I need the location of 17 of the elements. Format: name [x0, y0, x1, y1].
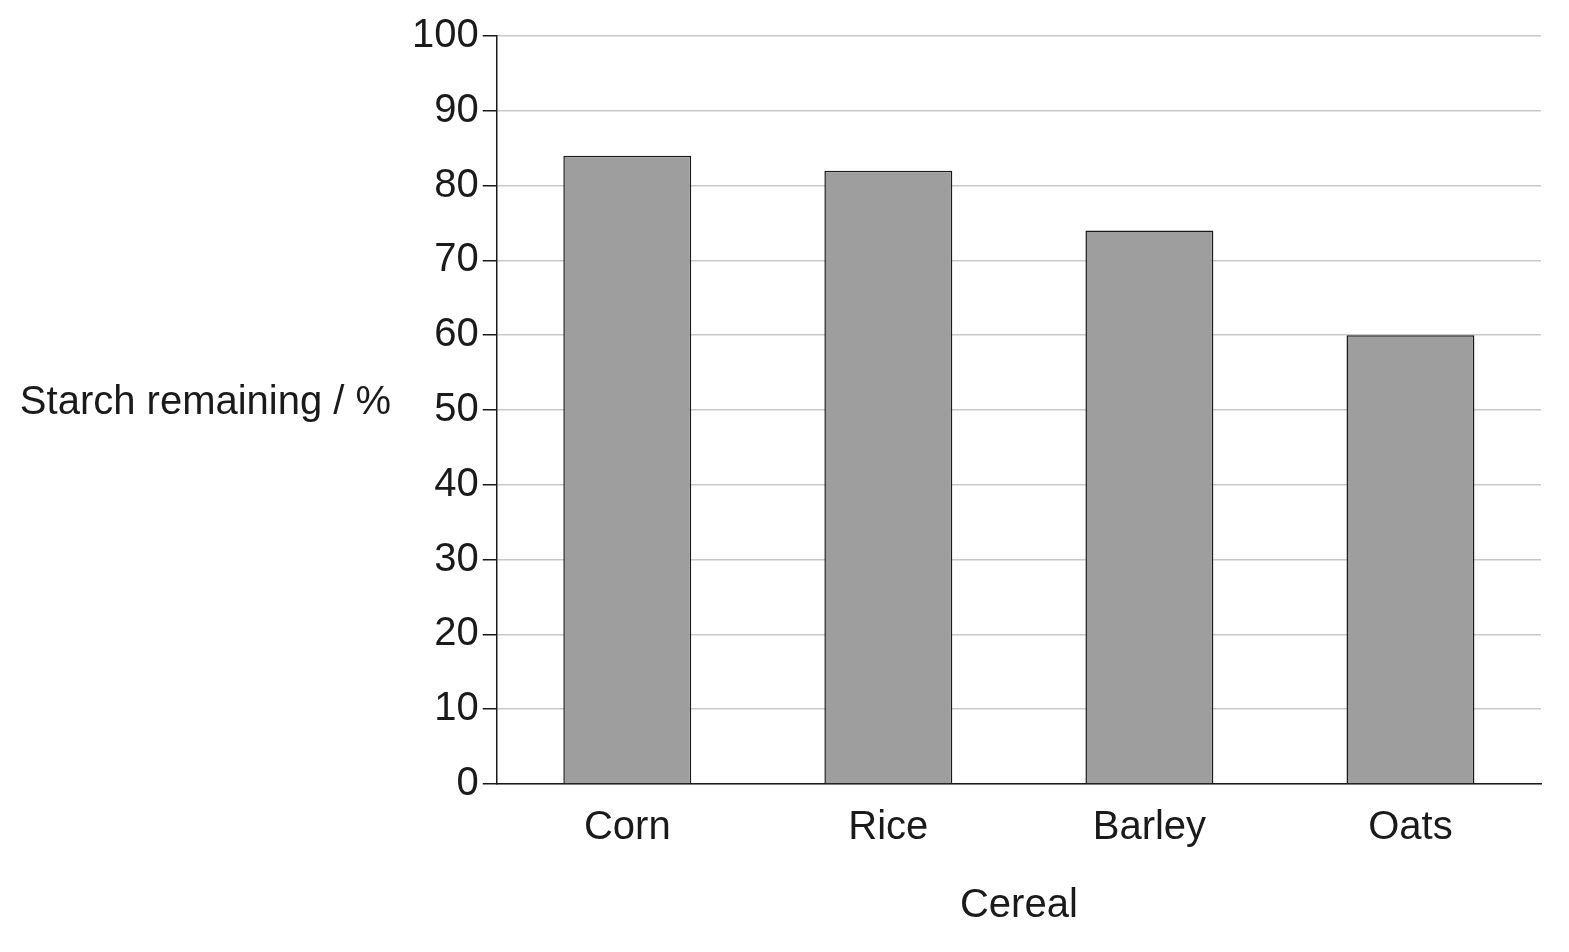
y-tick-label: 10 — [434, 684, 479, 729]
y-tick-label: 60 — [434, 310, 479, 355]
y-tick-label: 80 — [434, 160, 479, 205]
y-tick-label: 50 — [434, 385, 479, 430]
x-tick-label: Barley — [1092, 803, 1207, 848]
y-axis-title: Starch remaining / % — [18, 377, 393, 424]
y-tick-label: 70 — [434, 235, 479, 280]
x-tick-label: Oats — [1368, 803, 1453, 848]
x-tick-label: Corn — [583, 803, 671, 848]
y-tick-label: 0 — [456, 759, 479, 804]
x-axis-title: Cereal — [959, 881, 1078, 926]
y-tick-label: 30 — [434, 534, 479, 579]
y-tick-label: 100 — [411, 11, 479, 56]
y-tick-label: 90 — [434, 85, 479, 130]
y-tick-label: 40 — [434, 459, 479, 504]
x-tick-label: Rice — [848, 803, 929, 848]
y-tick-label: 20 — [434, 609, 479, 654]
